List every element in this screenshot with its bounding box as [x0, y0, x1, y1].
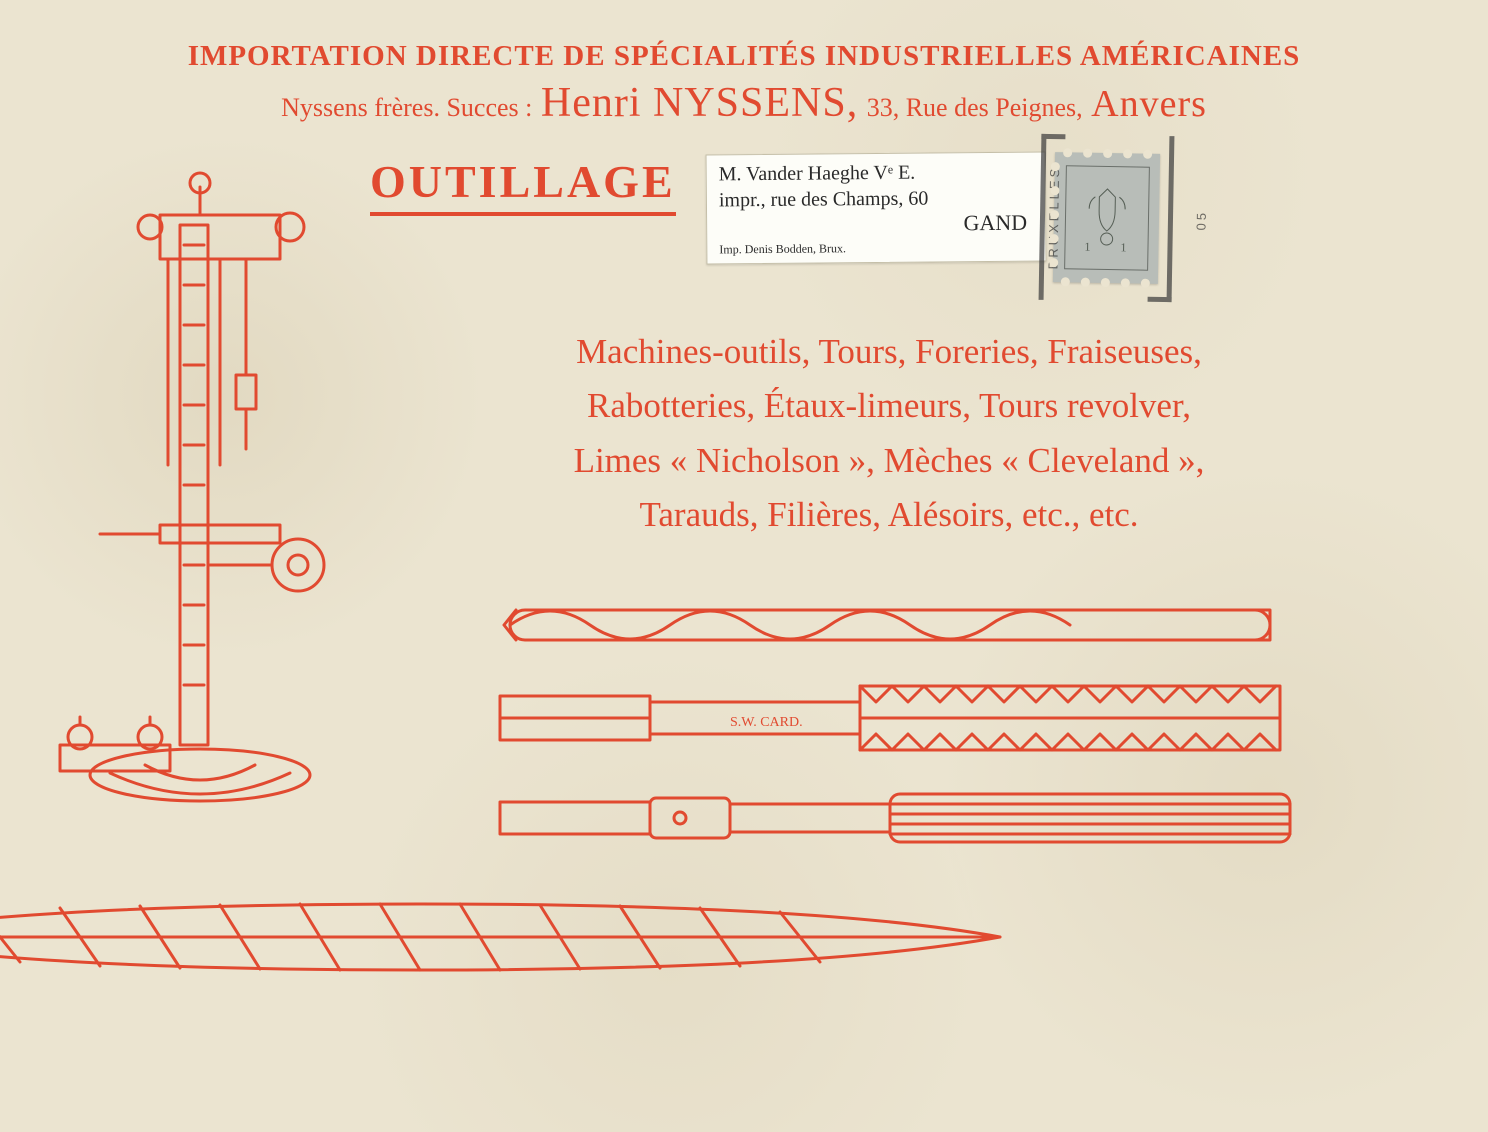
- product-line-2: Rabotteries, Étaux-limeurs, Tours revolv…: [370, 379, 1408, 433]
- stamp-denom-left: 1: [1084, 240, 1090, 254]
- drill-press-illustration: [40, 155, 360, 865]
- postcard: IMPORTATION DIRECTE DE SPÉCIALITÉS INDUS…: [0, 0, 1488, 1012]
- recipient-block: M. Vander Haeghe Vᵉ E. impr., rue des Ch…: [706, 153, 1159, 283]
- twist-drill-icon: [504, 610, 1270, 640]
- product-list: Machines-outils, Tours, Foreries, Fraise…: [370, 325, 1448, 542]
- recipient-name: M. Vander Haeghe Vᵉ E.: [718, 159, 1026, 188]
- tap-brand-label: S.W. CARD.: [730, 715, 803, 730]
- printer-imprint: Imp. Denis Bodden, Brux.: [719, 239, 1027, 257]
- stamp-design: 1 1: [1063, 165, 1149, 270]
- product-line-3: Limes « Nicholson », Mèches « Cleveland …: [370, 434, 1408, 488]
- recipient-city: GAND: [719, 209, 1027, 240]
- tools-illustration: S.W. CARD.: [370, 582, 1390, 882]
- stamp-denom-right: 1: [1120, 240, 1126, 254]
- address-label: M. Vander Haeghe Vᵉ E. impr., rue des Ch…: [705, 152, 1046, 265]
- section-title: OUTILLAGE: [370, 155, 676, 216]
- tap-icon: S.W. CARD.: [500, 686, 1280, 750]
- product-line-4: Tarauds, Filières, Alésoirs, etc., etc.: [370, 488, 1408, 542]
- header-line-1: IMPORTATION DIRECTE DE SPÉCIALITÉS INDUS…: [40, 40, 1448, 73]
- reamer-icon: [500, 794, 1290, 842]
- header: IMPORTATION DIRECTE DE SPÉCIALITÉS INDUS…: [40, 40, 1448, 127]
- file-illustration: [0, 892, 1448, 982]
- header-line-2: Nyssens frères. Succes : Henri NYSSENS, …: [40, 79, 1448, 127]
- postage-stamp: BRUXELLES 05 1 1: [1053, 152, 1160, 284]
- cancel-text-right: 05: [1193, 210, 1208, 231]
- product-line-1: Machines-outils, Tours, Foreries, Fraise…: [370, 325, 1408, 379]
